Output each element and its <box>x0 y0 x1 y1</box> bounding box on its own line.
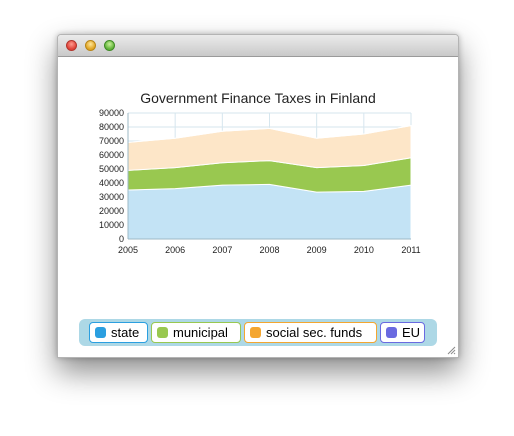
legend-item-state[interactable]: state <box>89 322 148 343</box>
y-tick-label: 40000 <box>99 178 124 188</box>
legend-swatch-state <box>95 327 106 338</box>
legend-item-eu[interactable]: EU <box>380 322 425 343</box>
y-tick-label: 80000 <box>99 122 124 132</box>
area-chart: Government Finance Taxes in Finland 0 100… <box>99 90 421 255</box>
chart-legend: state municipal social sec. funds EU <box>79 319 437 346</box>
x-tick-label: 2010 <box>354 245 374 255</box>
legend-swatch-municipal <box>157 327 168 338</box>
y-tick-label: 20000 <box>99 206 124 216</box>
legend-item-municipal[interactable]: municipal <box>151 322 241 343</box>
y-tick-label: 60000 <box>99 150 124 160</box>
legend-swatch-eu <box>386 327 397 338</box>
area-state <box>127 183 412 240</box>
y-tick-label: 30000 <box>99 192 124 202</box>
resize-grip-icon[interactable] <box>446 345 456 355</box>
x-tick-label: 2009 <box>307 245 327 255</box>
zoom-button[interactable] <box>104 40 115 51</box>
x-tick-label: 2008 <box>259 245 279 255</box>
y-tick-label: 70000 <box>99 136 124 146</box>
legend-label-state: state <box>111 325 140 340</box>
x-tick-label: 2011 <box>401 245 420 255</box>
legend-item-social-sec-funds[interactable]: social sec. funds <box>244 322 377 343</box>
y-tick-label: 50000 <box>99 164 124 174</box>
close-button[interactable] <box>66 40 77 51</box>
x-tick-label: 2007 <box>212 245 232 255</box>
y-tick-label: 90000 <box>99 108 124 118</box>
y-tick-label: 10000 <box>99 220 124 230</box>
x-tick-label: 2006 <box>165 245 185 255</box>
minimize-button[interactable] <box>85 40 96 51</box>
area-eu <box>127 125 412 143</box>
app-window: Government Finance Taxes in Finland 0 100… <box>57 34 459 358</box>
legend-swatch-social-sec-funds <box>250 327 261 338</box>
x-tick-label: 2005 <box>118 245 138 255</box>
title-bar <box>58 35 458 57</box>
chart-title: Government Finance Taxes in Finland <box>140 90 376 106</box>
legend-label-eu: EU <box>402 325 421 340</box>
legend-label-municipal: municipal <box>173 325 228 340</box>
legend-label-social-sec-funds: social sec. funds <box>266 325 363 340</box>
y-tick-label: 0 <box>119 234 124 244</box>
